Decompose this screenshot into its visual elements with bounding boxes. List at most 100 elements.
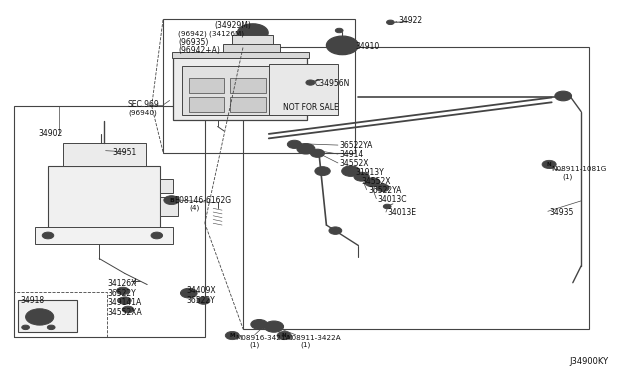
Bar [160, 179, 173, 193]
Circle shape [26, 309, 54, 325]
Text: 36522YA: 36522YA [339, 141, 372, 150]
Circle shape [225, 331, 239, 340]
Text: 34126X: 34126X [108, 279, 137, 288]
Circle shape [237, 24, 268, 42]
Text: 34902: 34902 [38, 129, 63, 138]
Text: (96935): (96935) [178, 38, 208, 47]
Text: 34914: 34914 [339, 150, 364, 159]
Circle shape [245, 28, 260, 37]
Bar [173, 57, 307, 120]
Circle shape [47, 325, 55, 330]
Text: 36522YA: 36522YA [368, 186, 401, 195]
Bar [160, 197, 178, 216]
Bar [230, 97, 266, 112]
Circle shape [387, 20, 394, 25]
Circle shape [358, 175, 365, 179]
Text: N: N [282, 333, 287, 338]
Bar [243, 46, 589, 329]
Text: (4): (4) [189, 204, 200, 211]
Circle shape [383, 204, 391, 209]
Text: 31913Y: 31913Y [355, 168, 384, 177]
Circle shape [42, 232, 54, 239]
Text: 34922: 34922 [398, 16, 422, 25]
Circle shape [326, 36, 358, 55]
Circle shape [251, 320, 268, 329]
Text: J34900KY: J34900KY [570, 357, 609, 366]
Circle shape [197, 297, 210, 304]
Text: (96940): (96940) [128, 109, 157, 116]
Circle shape [116, 287, 129, 295]
Bar [269, 64, 338, 115]
Text: 36522Y: 36522Y [108, 289, 136, 298]
Bar [223, 44, 280, 55]
Circle shape [120, 289, 126, 293]
Circle shape [365, 178, 380, 187]
Circle shape [542, 160, 556, 169]
Circle shape [22, 325, 29, 330]
Text: 34951: 34951 [112, 148, 136, 157]
Bar [14, 292, 107, 337]
Text: (1): (1) [301, 342, 311, 349]
Bar [182, 66, 272, 115]
Text: 34918: 34918 [20, 296, 45, 305]
Circle shape [122, 306, 134, 313]
Circle shape [269, 324, 278, 329]
Text: (96942+A): (96942+A) [178, 46, 220, 55]
Bar [35, 227, 173, 244]
Bar [232, 35, 273, 45]
Bar [14, 106, 205, 337]
Text: 34013E: 34013E [387, 208, 416, 217]
Text: N08911-3422A: N08911-3422A [287, 335, 342, 341]
Circle shape [310, 149, 324, 157]
Circle shape [164, 196, 179, 205]
Circle shape [342, 166, 360, 176]
Text: 34013C: 34013C [378, 195, 407, 204]
Text: M08916-3421A: M08916-3421A [236, 335, 291, 341]
Circle shape [559, 93, 568, 99]
Text: 34910: 34910 [355, 42, 380, 51]
Circle shape [151, 232, 163, 239]
Text: NOT FOR SALE: NOT FOR SALE [283, 103, 339, 112]
Text: N08911-1081G: N08911-1081G [552, 166, 607, 172]
Bar [63, 143, 146, 166]
Bar [172, 52, 309, 58]
Text: 36522Y: 36522Y [187, 296, 216, 305]
Text: SEC.969: SEC.969 [128, 100, 160, 109]
Text: (1): (1) [562, 173, 572, 180]
Text: 34552XA: 34552XA [108, 308, 142, 317]
Text: (96942) (34126M): (96942) (34126M) [178, 31, 244, 38]
Text: N: N [547, 162, 552, 167]
Bar [230, 78, 266, 93]
Circle shape [264, 321, 284, 332]
Circle shape [297, 144, 315, 154]
Text: (1): (1) [250, 342, 260, 349]
Bar [163, 19, 355, 153]
Circle shape [306, 80, 315, 85]
Circle shape [555, 91, 572, 101]
Circle shape [376, 184, 389, 192]
Circle shape [315, 167, 330, 176]
Text: B: B [169, 198, 174, 203]
Text: M: M [230, 333, 235, 338]
Circle shape [255, 322, 263, 327]
Circle shape [287, 140, 301, 148]
Text: 34935: 34935 [549, 208, 573, 217]
Circle shape [347, 169, 355, 173]
Bar [18, 300, 77, 332]
Circle shape [301, 146, 310, 151]
Circle shape [277, 331, 291, 340]
Text: C34956N: C34956N [315, 79, 350, 88]
Text: 34552X: 34552X [339, 159, 369, 168]
Circle shape [32, 312, 47, 321]
Circle shape [291, 142, 298, 146]
Text: 349141A: 349141A [108, 298, 142, 307]
Bar [189, 78, 224, 93]
Circle shape [335, 41, 350, 50]
Circle shape [329, 227, 342, 234]
Bar [48, 166, 160, 231]
Circle shape [184, 291, 193, 296]
Circle shape [369, 180, 376, 184]
Text: 34552X: 34552X [362, 177, 391, 186]
Circle shape [354, 172, 369, 181]
Text: B08146-6162G: B08146-6162G [175, 196, 232, 205]
